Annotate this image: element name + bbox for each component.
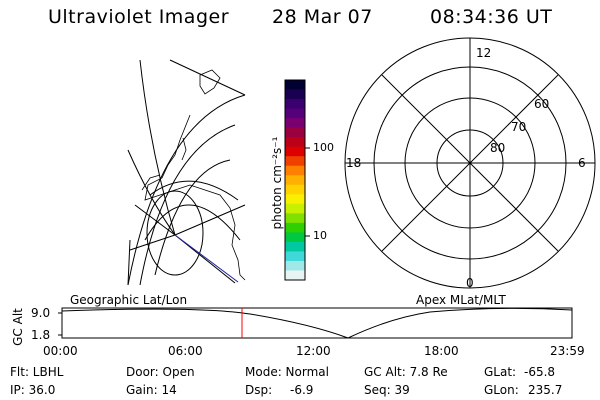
colorbar-cell [285, 127, 305, 138]
colorbar-cell [285, 213, 305, 224]
mode-label: Mode: Normal [245, 365, 329, 379]
instrument-title: Ultraviolet Imager [48, 6, 230, 28]
xtick-00: 00:00 [43, 344, 78, 358]
colorbar-cell [285, 184, 305, 195]
geographic-map-label: Geographic Lat/Lon [70, 293, 188, 307]
colorbar-cell [285, 232, 305, 243]
colorbar-cell [285, 241, 305, 252]
ip-label: IP: 36.0 [10, 383, 56, 397]
glat-value: -65.8 [524, 365, 556, 379]
colorbar-cell [285, 137, 305, 148]
colorbar-cell [285, 270, 305, 281]
mlt-label-12: 12 [476, 46, 492, 60]
colorbar-cell [285, 194, 305, 205]
colorbar-cell [285, 260, 305, 271]
mlat-label-80: 80 [490, 141, 506, 155]
altitude-ylabel: GC Alt [11, 308, 25, 346]
gain-label: Gain: 14 [126, 383, 177, 397]
mlt-label-0: 0 [466, 276, 474, 290]
altitude-ytick-1-8: 1.8 [31, 328, 51, 342]
apex-map-label: Apex MLat/MLT [416, 293, 506, 307]
mlt-label-6: 6 [578, 156, 586, 170]
door-label: Door: Open [126, 365, 195, 379]
mlat-label-70: 70 [511, 120, 527, 134]
colorbar-cell [285, 118, 305, 129]
colorbar-cell [285, 175, 305, 186]
glat-label: GLat: [484, 365, 517, 379]
gc-alt-label: GC Alt: 7.8 Re [364, 365, 448, 379]
xtick-12: 12:00 [296, 344, 331, 358]
colorbar-cell [285, 203, 305, 214]
colorbar-cell [285, 80, 305, 91]
colorbar-cell [285, 108, 305, 119]
colorbar-tick-100: 100 [313, 141, 334, 154]
colorbar-cell [285, 99, 305, 110]
date-label: 28 Mar 07 [272, 6, 373, 28]
mlt-label-18: 18 [346, 156, 362, 170]
colorbar-cell [285, 251, 305, 262]
colorbar-tick-10: 10 [313, 229, 327, 242]
colorbar-cell [285, 89, 305, 100]
glon-label: GLon: [484, 383, 519, 397]
glon-value: 235.7 [528, 383, 563, 397]
colorbar-cell [285, 156, 305, 167]
colorbar-cell [285, 222, 305, 233]
seq-label: Seq: 39 [364, 383, 410, 397]
colorbar-cell [285, 165, 305, 176]
altitude-ytick-9: 9.0 [31, 306, 51, 320]
dsp-value: -6.9 [290, 383, 314, 397]
colorbar-cell [285, 146, 305, 157]
xtick-06: 06:00 [168, 344, 203, 358]
xtick-18: 18:00 [424, 344, 459, 358]
dsp-label: Dsp: [245, 383, 273, 397]
xtick-2359: 23:59 [550, 344, 585, 358]
mlat-label-60: 60 [534, 97, 550, 111]
time-label: 08:34:36 UT [430, 6, 553, 28]
filter-label: Flt: LBHL [10, 365, 64, 379]
